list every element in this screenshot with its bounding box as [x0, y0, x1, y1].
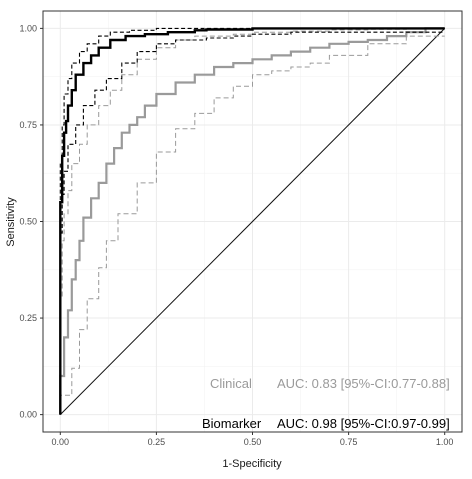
biomarker-ci-upper-curve [59, 27, 445, 415]
clinical-auc-text: AUC: 0.83 [95%-CI:0.77-0.88] [277, 376, 450, 391]
x-tick-label: 0.00 [52, 437, 70, 447]
clinical-ci-upper-curve [59, 27, 445, 415]
reference-diagonal [59, 28, 446, 415]
x-tick-label: 0.50 [244, 437, 262, 447]
y-tick-label: 0.25 [19, 313, 37, 323]
x-tick-label: 0.75 [340, 437, 358, 447]
biomarker-curve [59, 27, 445, 415]
biomarker-auc-text: AUC: 0.98 [95%-CI:0.97-0.99] [277, 416, 450, 431]
y-axis-ticks: 0.00 0.25 0.50 0.75 1.00 [19, 23, 43, 420]
roc-curves [59, 27, 445, 415]
x-tick-label: 1.00 [436, 437, 454, 447]
y-tick-label: 1.00 [19, 23, 37, 33]
reference-line [59, 28, 446, 415]
clinical-ci-lower-curve [59, 35, 445, 415]
biomarker-annotation: Biomarker AUC: 0.98 [95%-CI:0.97-0.99] [202, 416, 450, 431]
clinical-curve [59, 27, 445, 415]
y-tick-label: 0.00 [19, 410, 37, 420]
x-axis-ticks: 0.00 0.25 0.50 0.75 1.00 [52, 432, 454, 447]
x-tick-label: 0.25 [148, 437, 166, 447]
biomarker-label: Biomarker [202, 416, 262, 431]
y-tick-label: 0.50 [19, 217, 37, 227]
y-tick-label: 0.75 [19, 120, 37, 130]
biomarker-ci-lower-curve [59, 31, 445, 415]
y-axis-title: Sensitivity [5, 197, 17, 247]
x-axis-title: 1-Specificity [222, 458, 282, 470]
clinical-label: Clinical [210, 376, 252, 391]
clinical-annotation: Clinical AUC: 0.83 [95%-CI:0.77-0.88] [210, 376, 450, 391]
